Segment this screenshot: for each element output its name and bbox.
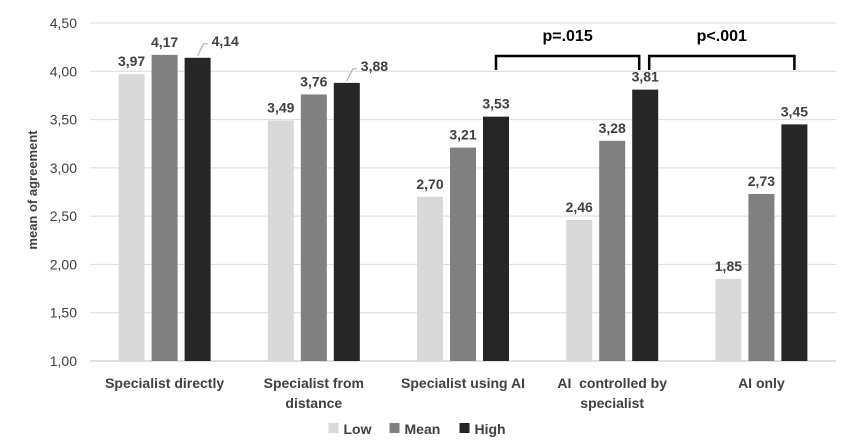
y-tick-label: 2,50	[50, 208, 77, 224]
legend-swatch-low	[328, 423, 339, 433]
bar-high	[184, 57, 211, 361]
legend-swatch-mean	[389, 423, 400, 433]
significance-bracket	[494, 54, 641, 70]
data-label: 4,14	[212, 33, 239, 49]
bar-high	[632, 89, 659, 362]
data-label: 3,21	[449, 127, 476, 143]
data-label: 3,81	[632, 69, 659, 85]
y-tick-label: 3,50	[50, 112, 77, 128]
bar-mean	[599, 140, 626, 361]
data-label: 3,88	[361, 58, 388, 74]
bar-high	[781, 124, 808, 362]
p-value-label: p=.015	[542, 28, 592, 45]
data-label: 1,85	[715, 258, 742, 274]
bar-high	[483, 116, 509, 361]
y-tick-label: 1,00	[50, 353, 77, 369]
data-labels: 3,97 4,17 4,14 3,49 3,76 3,88 2,70 3,21 3,53 2,46…	[118, 33, 808, 274]
legend: Low Mean High	[328, 421, 506, 437]
p-value-label: p<.001	[697, 28, 747, 45]
category-label: Specialist directly	[105, 375, 224, 391]
y-tick-label: 2,00	[50, 256, 77, 272]
category-labels: Specialist directly Specialist from distan…	[105, 375, 785, 411]
bar-mean	[151, 54, 178, 362]
y-axis-ticks: 1,00 1,50 2,00 2,50 3,00 3,50 4,00 4,50	[50, 15, 77, 369]
bar-mean	[748, 193, 775, 361]
bar-mean	[300, 94, 327, 361]
category-label: Specialist using AI	[401, 375, 525, 391]
data-label-leader	[346, 68, 357, 82]
data-label: 4,17	[151, 34, 178, 50]
category-label: AI only	[738, 375, 785, 391]
bar-low	[118, 74, 145, 361]
data-label: 3,53	[482, 96, 509, 112]
data-label: 3,76	[300, 73, 327, 89]
data-label-leader	[197, 43, 208, 56]
y-axis-title: mean of agreement	[25, 130, 40, 250]
significance-bracket	[647, 54, 796, 70]
data-label: 3,28	[599, 120, 626, 136]
bar-low	[566, 220, 593, 361]
bar-low	[417, 196, 443, 361]
category-label: Specialist from	[264, 375, 364, 391]
legend-label: Mean	[405, 421, 441, 437]
bar-mean	[450, 147, 476, 361]
data-label: 3,49	[267, 100, 294, 116]
significance-annotations: p=.015 p<.001	[494, 28, 796, 70]
bar-high	[333, 82, 360, 362]
legend-swatch-high	[459, 423, 470, 433]
y-tick-label: 3,00	[50, 160, 77, 176]
category-label: distance	[285, 395, 342, 411]
category-label: AI controlled by	[557, 375, 667, 391]
data-label: 2,70	[416, 176, 443, 192]
data-label: 2,73	[748, 173, 775, 189]
data-label: 3,45	[781, 103, 808, 119]
legend-label: Low	[344, 421, 372, 437]
legend-label: High	[475, 421, 506, 437]
y-tick-label: 4,00	[50, 63, 77, 79]
data-label: 3,97	[118, 53, 145, 69]
data-label: 2,46	[566, 199, 593, 215]
category-label: specialist	[580, 395, 644, 411]
bars	[118, 54, 808, 362]
bar-low	[267, 120, 294, 361]
y-tick-label: 1,50	[50, 305, 77, 321]
bar-low	[715, 278, 742, 361]
y-tick-label: 4,50	[50, 15, 77, 31]
